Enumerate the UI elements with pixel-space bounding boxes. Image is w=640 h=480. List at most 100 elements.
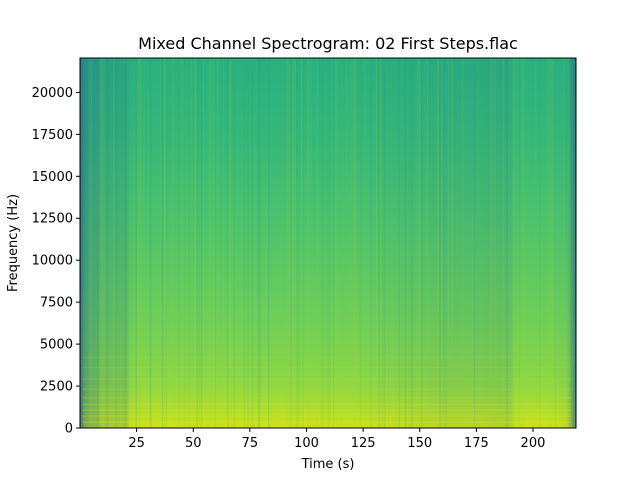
spectrogram-stripe xyxy=(371,58,373,428)
spectrogram-stripe xyxy=(441,58,443,428)
spectrogram-stripe xyxy=(451,58,453,428)
spectrogram-stripe xyxy=(404,58,407,428)
spectrogram-stripe xyxy=(229,58,232,428)
spectrogram-stripe xyxy=(518,58,521,428)
plot-frame xyxy=(79,57,577,429)
spectrogram-stripe xyxy=(329,58,331,428)
spectrogram-stripe xyxy=(227,58,229,428)
spectrogram-stripe xyxy=(178,58,180,428)
spectrogram-stripe xyxy=(243,58,246,428)
spectrogram-stripe xyxy=(447,58,449,428)
spectrogram-stripe xyxy=(502,58,505,428)
spectrogram-stripe xyxy=(300,58,303,428)
spectrogram-stripe xyxy=(445,58,447,428)
y-tick-label: 2500 xyxy=(40,380,73,395)
y-tick-label: 20000 xyxy=(32,86,73,101)
y-tick-label: 15000 xyxy=(32,170,73,185)
spectrogram-stripe xyxy=(563,58,565,428)
spectrogram-stripe xyxy=(180,58,182,428)
spectrogram-stripe xyxy=(88,58,90,428)
spectrogram-stripe xyxy=(508,58,510,428)
spectrogram-stripe xyxy=(135,58,137,428)
spectrogram-stripe xyxy=(349,58,351,428)
spectrogram-stripe xyxy=(172,58,174,428)
y-tick-label: 5000 xyxy=(40,338,73,353)
spectrogram-stripe xyxy=(439,58,441,428)
y-tick-label: 12500 xyxy=(32,212,73,227)
spectrogram-stripe xyxy=(164,58,166,428)
spectrogram-stripe xyxy=(166,58,168,428)
spectrogram-stripe xyxy=(378,58,380,428)
spectrogram-stripe xyxy=(549,58,552,428)
spectrogram-stripe xyxy=(512,58,514,428)
spectrogram-stripe xyxy=(162,58,164,428)
spectrogram-frequency-bands xyxy=(82,356,572,423)
spectrogram-stripe xyxy=(298,58,300,428)
spectrogram-band xyxy=(82,403,572,406)
y-tick-label: 10000 xyxy=(32,254,73,269)
spectrogram-stripe xyxy=(335,58,337,428)
spectrogram-stripe xyxy=(424,58,426,428)
spectrogram-stripe xyxy=(355,58,357,428)
spectrogram-stripe xyxy=(473,58,475,428)
spectrogram-stripe xyxy=(316,58,318,428)
spectrogram-stripe xyxy=(294,58,297,428)
spectrogram-stripe xyxy=(516,58,519,428)
spectrogram-stripe xyxy=(113,58,115,428)
spectrogram-stripe xyxy=(98,58,101,428)
spectrogram-stripe xyxy=(353,58,356,428)
spectrogram-stripe xyxy=(196,58,198,428)
spectrogram-stripe xyxy=(418,58,421,428)
spectrogram-stripe xyxy=(384,58,386,428)
spectrogram-stripe xyxy=(308,58,310,428)
spectrogram-time-stripes xyxy=(86,58,570,428)
spectrogram-stripe xyxy=(286,58,288,428)
spectrogram-stripe xyxy=(231,58,232,428)
spectrogram-stripe xyxy=(310,58,312,428)
spectrogram-stripe xyxy=(257,58,260,428)
x-axis-label: Time (s) xyxy=(301,457,355,472)
spectrogram-stripe xyxy=(416,58,419,428)
spectrogram-stripe xyxy=(121,58,122,428)
spectrogram-stripe xyxy=(359,58,362,428)
spectrogram-stripe xyxy=(490,58,492,428)
spectrogram-stripe xyxy=(535,58,537,428)
spectrogram-stripe xyxy=(380,58,382,428)
spectrogram-stripe xyxy=(333,58,334,428)
spectrogram-stripe xyxy=(522,58,525,428)
y-tick-label: 17500 xyxy=(32,128,73,143)
spectrogram-stripe xyxy=(337,58,339,428)
spectrogram-band xyxy=(82,397,572,399)
spectrogram-stripe xyxy=(477,58,479,428)
spectrogram-stripe xyxy=(159,58,161,428)
spectrogram-stripe xyxy=(427,58,429,428)
spectrogram-stripe xyxy=(210,58,212,428)
spectrogram-stripe xyxy=(496,58,498,428)
spectrogram-stripe xyxy=(492,58,494,428)
spectrogram-stripe xyxy=(494,58,496,428)
x-axis: 25 50 75 100 125 150 175 200 xyxy=(128,428,545,451)
y-axis: 0 2500 5000 7500 10000 12500 15000 17500 20000 xyxy=(32,86,80,437)
spectrogram-stripe xyxy=(412,58,414,428)
chart-title: Mixed Channel Spectrogram: 02 First Step… xyxy=(138,34,518,53)
spectrogram-stripe xyxy=(437,58,439,428)
spectrogram-stripe xyxy=(202,58,204,428)
spectrogram-band xyxy=(82,421,572,423)
x-tick-label: 75 xyxy=(242,436,259,451)
spectrogram-stripe xyxy=(351,58,353,428)
spectrogram-stripe xyxy=(86,58,88,428)
spectrogram-stripe xyxy=(376,58,378,428)
spectrogram-stripe xyxy=(139,58,141,428)
spectrogram-stripe xyxy=(90,58,93,428)
spectrogram-stripe xyxy=(268,58,270,428)
plot-area xyxy=(80,58,576,428)
spectrogram-stripe xyxy=(398,58,401,428)
spectrogram-stripe xyxy=(123,58,126,428)
spectrogram-stripe xyxy=(292,58,294,428)
spectrogram-stripe xyxy=(408,58,410,428)
y-axis-label: Frequency (Hz) xyxy=(6,194,21,292)
spectrogram-stripe xyxy=(247,58,249,428)
spectrogram-stripe xyxy=(331,58,332,428)
spectrogram-stripe xyxy=(233,58,236,428)
